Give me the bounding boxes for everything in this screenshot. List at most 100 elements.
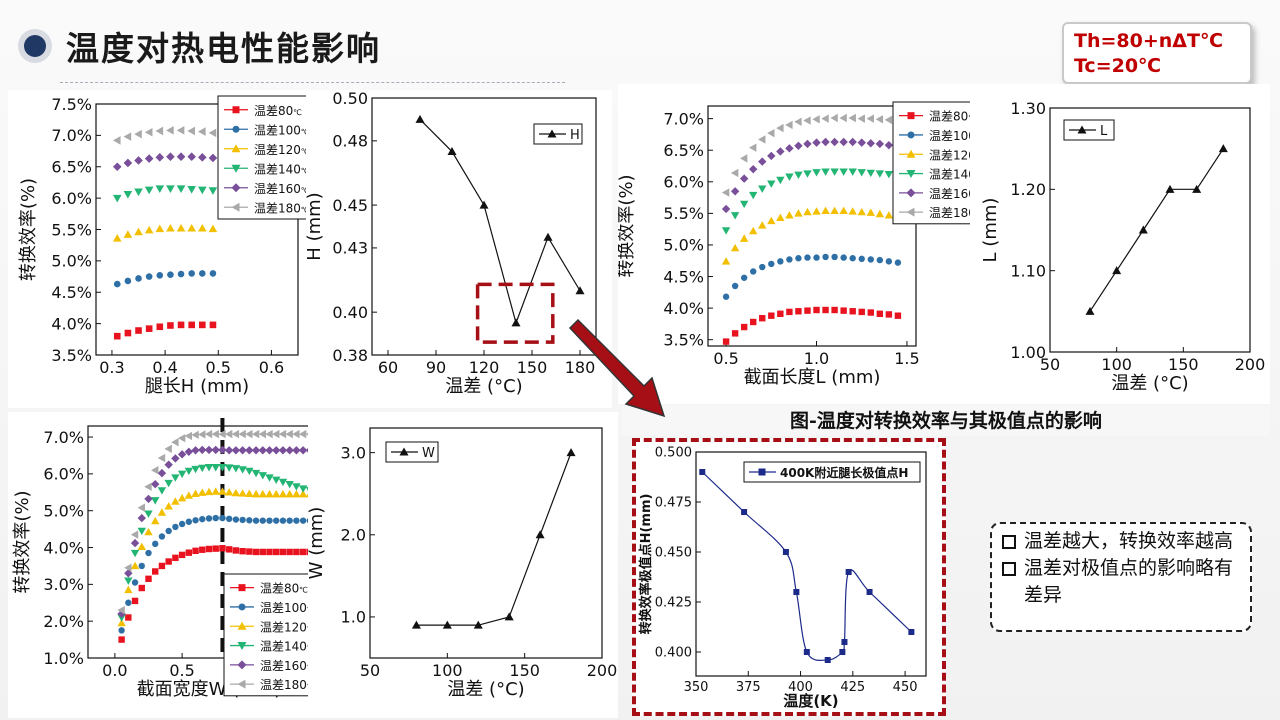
data-point	[804, 254, 811, 261]
x-tick-label: 50	[1040, 355, 1060, 374]
y-tick-label: 2.0%	[43, 612, 84, 631]
data-point	[758, 135, 766, 144]
x-tick-label: 450	[893, 680, 918, 695]
data-point	[198, 127, 206, 136]
y-tick-label: 3.0	[341, 443, 366, 462]
title-divider	[60, 82, 565, 83]
legend-label: 温差160℃	[254, 182, 310, 196]
data-point	[135, 327, 142, 334]
data-point	[278, 446, 288, 455]
y-tick-label: 2.0	[341, 526, 366, 545]
data-point	[875, 209, 885, 218]
data-point	[224, 446, 234, 455]
data-point	[199, 546, 206, 553]
legend-marker	[906, 149, 916, 158]
data-point	[231, 429, 240, 439]
y-tick-label: 1.0%	[43, 649, 84, 668]
data-point	[831, 306, 838, 314]
data-point	[166, 223, 175, 232]
y-axis-label: L (mm)	[980, 198, 1001, 263]
data-point	[138, 584, 145, 592]
data-point	[164, 444, 172, 454]
data-point	[776, 123, 784, 133]
data-point	[721, 188, 730, 197]
data-point	[803, 649, 810, 655]
figure-caption: 图-温度对转换效率与其极值点的影响	[622, 406, 1270, 436]
data-point	[1112, 266, 1122, 275]
data-point	[211, 487, 220, 495]
data-point	[184, 491, 194, 499]
chart-w-vs-dt: 50 100 150 200 1.0 2.0 3.0 温差 (°C) W (mm) W	[306, 427, 617, 700]
y-tick-label: 1.10	[1010, 261, 1046, 280]
data-point	[211, 445, 220, 455]
y-axis-label: 转换效率(%)	[18, 178, 39, 281]
y-tick-label: 0.500	[655, 446, 692, 461]
data-point	[218, 464, 227, 472]
data-point	[473, 620, 483, 629]
data-point	[739, 174, 749, 183]
data-point	[205, 545, 213, 553]
x-tick-label: 0.6	[259, 358, 284, 377]
data-point	[239, 516, 246, 524]
x-axis-label: 温差 (°C)	[445, 376, 522, 397]
data-point	[785, 173, 794, 181]
data-point	[415, 114, 425, 123]
data-point	[211, 464, 220, 472]
data-point	[145, 273, 153, 280]
data-point	[158, 533, 166, 540]
panel-l-vs-dt: 50 100 150 200 1.00 1.10 1.20 1.30 温差 (°C) L (mm)…	[970, 84, 1270, 404]
data-point	[786, 308, 793, 316]
x-tick-label: 0.5	[206, 358, 231, 377]
x-tick-label: 400	[788, 680, 813, 695]
data-point	[238, 466, 247, 474]
data-point	[251, 446, 261, 455]
data-point	[749, 226, 758, 235]
data-point	[238, 429, 246, 439]
data-point	[192, 517, 199, 524]
legend-label: W	[422, 446, 435, 461]
data-point	[758, 157, 767, 166]
data-point	[278, 429, 287, 439]
data-point	[184, 431, 193, 441]
data-point	[857, 114, 865, 123]
x-tick-label: 0.0	[102, 661, 127, 680]
data-point	[273, 548, 280, 556]
data-point	[167, 322, 174, 329]
data-point	[876, 256, 884, 264]
plot-frame	[695, 451, 927, 677]
data-point	[125, 614, 132, 621]
data-point	[831, 253, 838, 261]
data-point	[225, 515, 233, 522]
data-point	[151, 516, 160, 525]
legend-marker	[237, 621, 247, 630]
data-point	[1085, 306, 1095, 315]
data-point	[177, 321, 185, 329]
data-point	[198, 223, 207, 232]
legend-marker	[232, 106, 240, 114]
condition-tc: Tc=20℃	[1074, 55, 1162, 77]
data-point	[124, 277, 132, 285]
data-point	[285, 429, 293, 439]
data-point	[191, 446, 200, 455]
data-point	[866, 589, 873, 595]
y-tick-label: 0.45	[332, 196, 368, 215]
data-point	[156, 272, 164, 279]
conclusion-text: 温差对极值点的影响略有差异	[1024, 557, 1234, 606]
data-point	[821, 168, 830, 176]
data-point	[117, 605, 125, 615]
data-point	[298, 485, 308, 493]
data-point	[191, 489, 200, 497]
data-point	[198, 464, 207, 473]
data-point	[721, 257, 731, 265]
data-point	[199, 270, 206, 277]
data-point	[299, 517, 307, 524]
data-point	[848, 113, 856, 123]
chart-l-vs-dt: 50 100 150 200 1.00 1.10 1.20 1.30 温差 (°C) L (mm)…	[980, 99, 1265, 394]
y-tick-label: 5.5%	[663, 204, 704, 223]
data-point	[293, 548, 300, 556]
data-point	[840, 307, 847, 314]
data-point	[767, 128, 775, 138]
data-point	[137, 527, 146, 536]
data-point	[776, 176, 785, 185]
legend-label: 400K附近腿长极值点H	[780, 465, 908, 480]
